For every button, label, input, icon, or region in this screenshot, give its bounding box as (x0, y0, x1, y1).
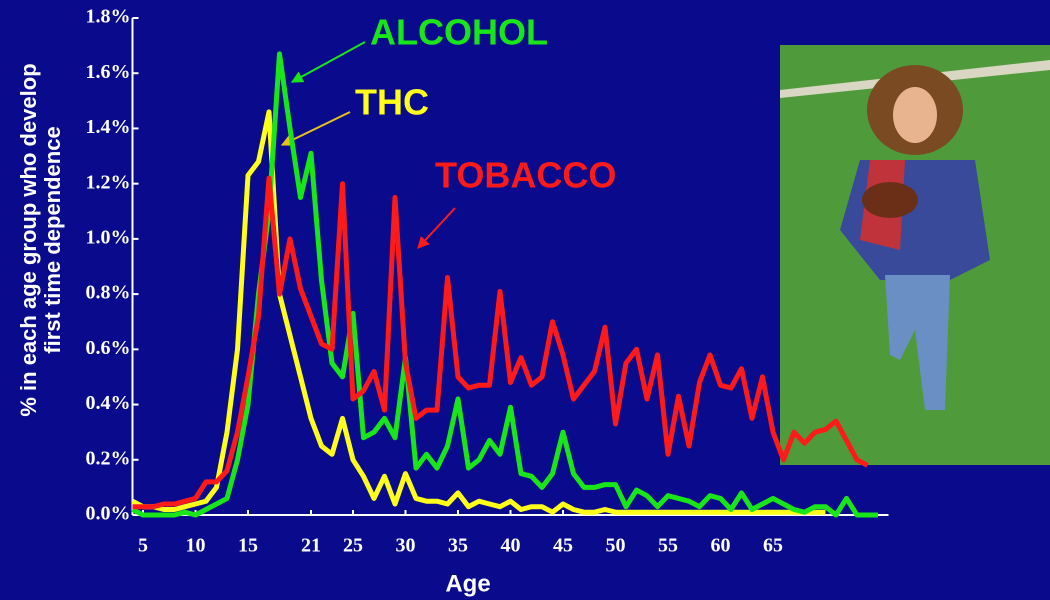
y-axis-label: % in each age group who develop first ti… (16, 63, 65, 416)
y-tick-label: 1.2% (86, 171, 131, 193)
x-tick-label: 30 (396, 535, 416, 557)
y-tick-label: 1.0% (86, 226, 131, 248)
series-line (131, 51, 878, 518)
x-tick-label: 35 (448, 535, 468, 557)
annotation-arrow (417, 207, 456, 249)
x-tick-label: 55 (658, 535, 678, 557)
plot: 0.0% 0.2% 0.4% 0.6% 0.8% 1.0% 1.2% 1.4% 1.6% 1.8%… (86, 6, 878, 557)
x-tick-label: 50 (606, 535, 626, 557)
series-line (132, 175, 869, 510)
y-tick-label: 1.4% (86, 116, 131, 138)
x-tick-label: 25 (343, 535, 363, 557)
x-tick-label: 21 (301, 535, 321, 557)
x-tick-label: 45 (553, 535, 573, 557)
y-axis-label-line: % in each age group who develop (16, 63, 41, 416)
photo-face (893, 87, 937, 143)
photo-ball (862, 182, 918, 218)
x-axis-label: Age (445, 570, 490, 597)
y-tick-label: 1.8% (86, 6, 131, 28)
y-tick-label: 0.2% (86, 447, 131, 469)
x-tick-label: 65 (763, 535, 783, 557)
x-tick-label: 60 (711, 535, 731, 557)
y-tick-label: 0.0% (86, 503, 131, 525)
y-tick-label: 0.8% (86, 282, 131, 304)
series-label: ALCOHOL (370, 12, 548, 53)
y-axis-label-line: first time dependence (40, 126, 65, 353)
annotation-arrow (290, 41, 366, 83)
series-label: THC (355, 82, 429, 123)
x-tick-label: 40 (501, 535, 521, 557)
y-tick-label: 0.4% (86, 392, 131, 414)
series-label: TOBACCO (435, 155, 616, 196)
x-tick-label: 5 (138, 535, 148, 557)
photo-jeans (885, 275, 950, 410)
x-tick-label: 10 (186, 535, 206, 557)
y-tick-label: 0.6% (86, 337, 131, 359)
photo (780, 45, 1050, 465)
x-tick-label: 15 (238, 535, 258, 557)
y-tick-label: 1.6% (86, 61, 131, 83)
series-line (131, 109, 826, 515)
